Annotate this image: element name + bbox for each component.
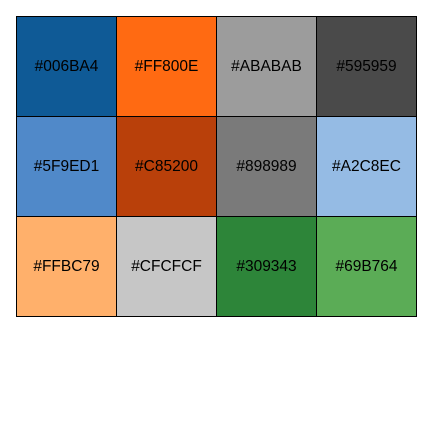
swatch-label: #ABABAB (231, 57, 302, 75)
color-swatch: #A2C8EC (316, 116, 417, 217)
color-swatch: #5F9ED1 (16, 116, 117, 217)
color-swatch: #595959 (316, 16, 417, 117)
swatch-label: #69B764 (335, 257, 398, 275)
swatch-label: #CFCFCF (131, 257, 202, 275)
swatch-label: #A2C8EC (332, 157, 401, 175)
swatch-label: #309343 (236, 257, 297, 275)
swatch-label: #898989 (236, 157, 297, 175)
swatch-label: #595959 (336, 57, 397, 75)
color-swatch: #C85200 (116, 116, 217, 217)
color-swatch: #CFCFCF (116, 216, 217, 317)
color-swatch: #FF800E (116, 16, 217, 117)
swatch-label: #C85200 (135, 157, 198, 175)
swatch-label: #FFBC79 (33, 257, 100, 275)
color-swatch: #ABABAB (216, 16, 317, 117)
color-swatch: #309343 (216, 216, 317, 317)
swatch-label: #006BA4 (34, 57, 99, 75)
color-swatch: #FFBC79 (16, 216, 117, 317)
swatch-label: #5F9ED1 (33, 157, 100, 175)
color-swatch: #69B764 (316, 216, 417, 317)
color-swatch: #006BA4 (16, 16, 117, 117)
color-swatch: #898989 (216, 116, 317, 217)
color-palette-grid: #006BA4 #FF800E #ABABAB #595959 #5F9ED1 #C852… (16, 16, 417, 317)
swatch-label: #FF800E (134, 57, 199, 75)
